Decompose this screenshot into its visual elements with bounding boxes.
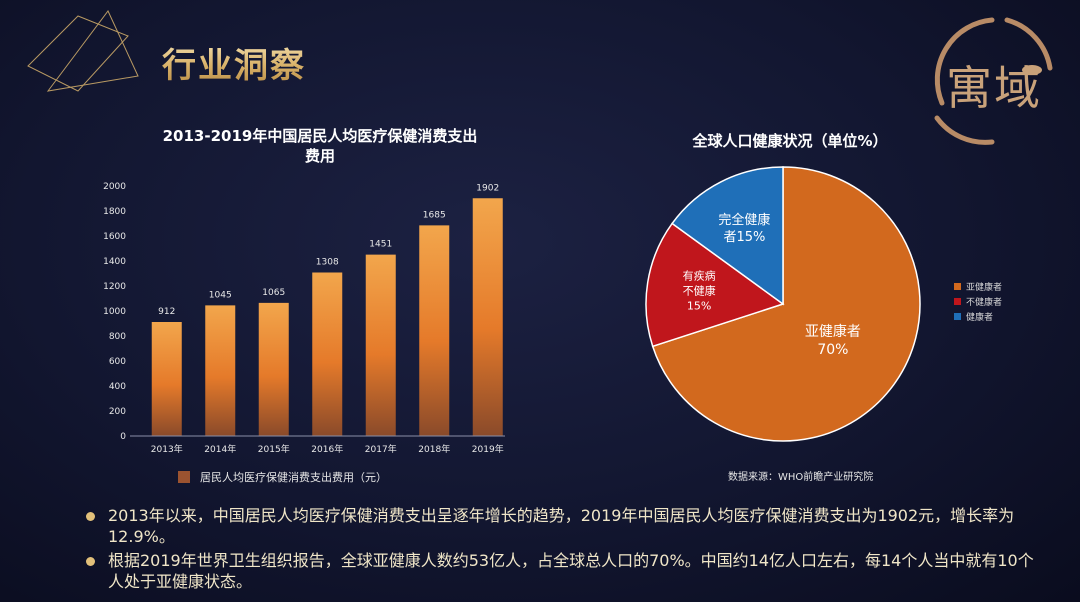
bar-x-tick-label: 2013年 xyxy=(151,443,183,455)
pie-slice-label: 不健康 xyxy=(683,283,716,297)
bar-data-label: 1308 xyxy=(316,258,339,268)
bar-2014年 xyxy=(205,305,236,436)
pie-slice-label: 有疾病 xyxy=(683,268,716,282)
bar-x-tick-label: 2018年 xyxy=(418,443,450,455)
pie-legend-swatch-unhealthy xyxy=(954,298,961,305)
pie-chart-legend: 亚健康者 不健康者 健康者 xyxy=(954,279,1002,324)
bar-data-label: 1685 xyxy=(423,210,446,220)
pie-slice-label: 完全健康 xyxy=(718,212,770,228)
pie-legend-label-unhealthy: 不健康者 xyxy=(966,298,1003,308)
bar-y-tick-label: 1000 xyxy=(103,307,126,317)
pie-slice-label: 15% xyxy=(687,299,711,312)
bar-y-tick-label: 400 xyxy=(109,382,126,392)
bar-data-label: 912 xyxy=(158,307,175,317)
bar-x-tick-label: 2017年 xyxy=(365,443,397,455)
bar-y-tick-label: 200 xyxy=(109,407,126,417)
bar-legend-label: 居民人均医疗保健消费支出费用（元） xyxy=(200,471,387,484)
summary-bullets: 2013年以来，中国居民人均医疗保健消费支出呈逐年增长的趋势，2019年中国居民… xyxy=(86,505,1046,595)
bar-chart-title-line2: 费用 xyxy=(304,147,335,165)
data-source-note: 数据来源：WHO前瞻产业研究院 xyxy=(728,472,874,483)
bar-y-tick-label: 1600 xyxy=(103,232,126,242)
bar-chart-title: 2013-2019年中国居民人均医疗保健消费支出 费用 xyxy=(110,126,530,166)
pie-legend-swatch-healthy xyxy=(954,313,961,320)
bar-2019年 xyxy=(472,198,503,436)
pie-legend-item: 亚健康者 xyxy=(954,279,1002,294)
bar-y-tick-label: 1400 xyxy=(103,257,126,267)
bullet-item: 2013年以来，中国居民人均医疗保健消费支出呈逐年增长的趋势，2019年中国居民… xyxy=(86,505,1046,547)
pie-slice-label: 亚健康者 xyxy=(805,323,861,340)
pie-slice-label: 70% xyxy=(817,342,848,358)
bar-2013年 xyxy=(151,322,182,436)
bar-chart: 0 200 400 600 800 1000 1200 1400 1600 1800 2000 91… xyxy=(103,182,505,455)
bar-x-tick-label: 2014年 xyxy=(204,443,236,455)
bar-x-tick-label: 2019年 xyxy=(472,443,504,455)
decorative-lines xyxy=(27,10,139,92)
logo-text: 寓域 xyxy=(946,61,1042,115)
bar-data-label: 1065 xyxy=(262,288,285,298)
pie-chart-title: 全球人口健康状况（单位%） xyxy=(692,132,888,150)
pie-slice-healthy xyxy=(671,166,784,306)
bar-chart-legend: 居民人均医疗保健消费支出费用（元） xyxy=(178,469,387,485)
bar-x-tick-label: 2016年 xyxy=(311,443,343,455)
page-title: 行业洞察 xyxy=(162,38,306,87)
pie-slice-label: 者15% xyxy=(723,230,765,245)
bar-2016年 xyxy=(312,272,343,436)
bar-x-tick-label: 2015年 xyxy=(258,443,290,455)
bar-y-tick-label: 2000 xyxy=(103,182,126,192)
bar-data-label: 1045 xyxy=(209,290,232,300)
pie-legend-label-healthy: 健康者 xyxy=(966,313,994,323)
bar-chart-title-line1: 2013-2019年中国居民人均医疗保健消费支出 xyxy=(162,127,478,145)
bar-data-label: 1902 xyxy=(476,183,499,193)
pie-slice-unhealthy xyxy=(645,222,785,348)
bar-y-tick-label: 600 xyxy=(109,357,126,367)
pie-legend-swatch-subhealthy xyxy=(954,283,961,290)
bar-legend-swatch xyxy=(178,471,190,483)
logo-emblem xyxy=(934,17,1053,145)
pie-legend-item: 不健康者 xyxy=(954,294,1002,309)
bullet-item: 根据2019年世界卫生组织报告，全球亚健康人数约53亿人，占全球总人口的70%。… xyxy=(86,550,1046,592)
bar-y-tick-label: 0 xyxy=(120,432,126,442)
bar-data-label: 1451 xyxy=(369,240,392,250)
pie-legend-item: 健康者 xyxy=(954,309,1002,324)
bar-2017年 xyxy=(365,254,396,436)
bar-2015年 xyxy=(258,302,289,436)
bar-y-tick-label: 800 xyxy=(109,332,126,342)
bar-2018年 xyxy=(419,225,450,436)
bar-y-tick-label: 1200 xyxy=(103,282,126,292)
pie-slice-subhealthy xyxy=(651,166,921,442)
bar-y-tick-label: 1800 xyxy=(103,207,126,217)
pie-legend-label-subhealthy: 亚健康者 xyxy=(966,283,1003,293)
